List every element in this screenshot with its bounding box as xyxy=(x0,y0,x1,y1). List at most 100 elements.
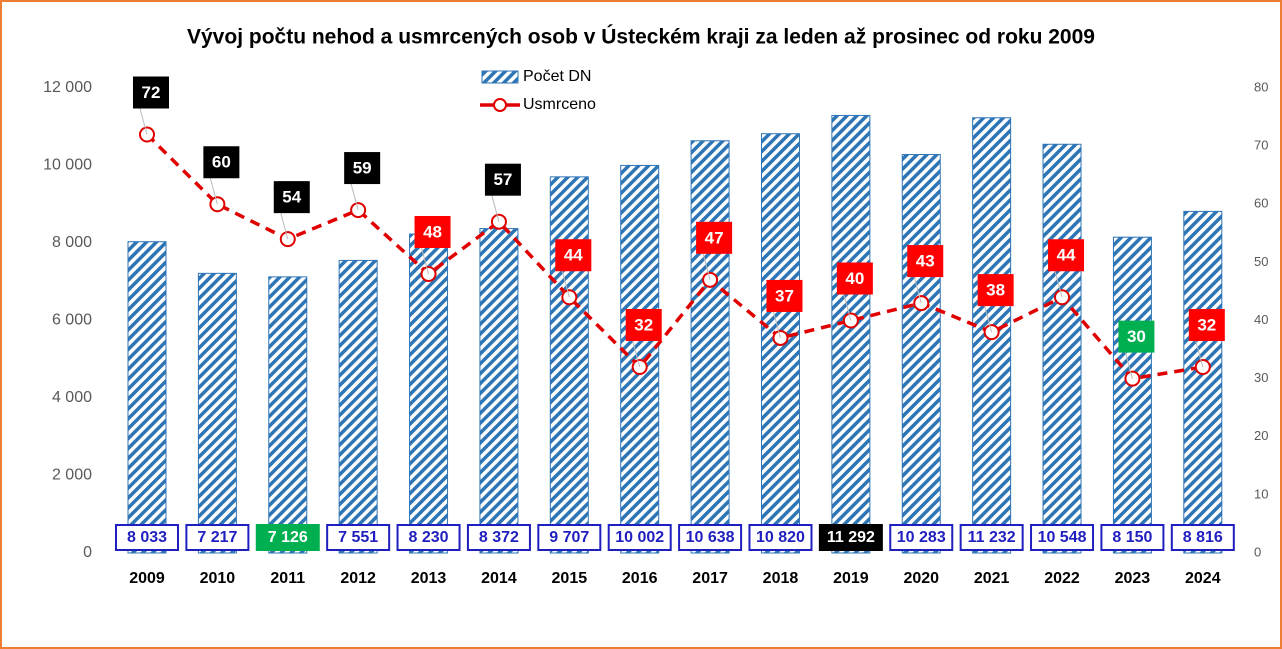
bar-label: 10 548 xyxy=(1038,529,1087,546)
bar-label-box xyxy=(114,524,179,551)
line-label: 59 xyxy=(353,159,372,178)
line-label-box xyxy=(907,245,944,278)
line-label-box xyxy=(555,239,592,272)
bar-label: 8 230 xyxy=(409,529,449,546)
bar xyxy=(1112,236,1152,554)
bar-label-box xyxy=(889,524,954,551)
line-label-box xyxy=(484,163,521,196)
bar-label: 8 150 xyxy=(1112,529,1152,546)
line-label: 47 xyxy=(705,228,724,247)
bar-label: 10 283 xyxy=(897,529,946,546)
bar xyxy=(479,228,519,554)
line-label: 44 xyxy=(564,246,583,265)
y2-tick-label: 70 xyxy=(1254,138,1268,153)
bar xyxy=(1183,210,1223,554)
line-label-box xyxy=(132,76,169,109)
x-tick-label: 2012 xyxy=(340,570,376,587)
bar-label: 10 638 xyxy=(686,529,735,546)
y-tick-label: 10 000 xyxy=(43,157,92,174)
bar-label-box xyxy=(959,524,1024,551)
line-label: 44 xyxy=(1057,246,1076,265)
bar-label-box xyxy=(607,524,672,551)
line-label-box xyxy=(977,274,1014,307)
legend-marker xyxy=(493,98,507,112)
bar-label-box xyxy=(466,524,531,551)
x-tick-label: 2011 xyxy=(270,570,305,587)
legend-swatch xyxy=(481,70,519,84)
line-label: 32 xyxy=(634,315,653,334)
y-tick-label: 2 000 xyxy=(52,467,92,484)
y2-tick-label: 20 xyxy=(1254,428,1268,443)
line-label-box xyxy=(625,309,662,341)
bar-label-box xyxy=(537,524,602,551)
bar-label: 8 033 xyxy=(127,529,167,546)
y2-tick-label: 60 xyxy=(1254,196,1268,211)
y-tick-label: 6 000 xyxy=(52,312,92,329)
bar xyxy=(549,176,589,554)
line-label: 32 xyxy=(1197,315,1216,334)
bar-label-box xyxy=(748,524,813,551)
y2-tick-label: 50 xyxy=(1254,254,1268,269)
line-label: 40 xyxy=(845,269,864,288)
x-tick-label: 2015 xyxy=(552,570,588,587)
line-label: 57 xyxy=(493,170,512,189)
bar xyxy=(409,233,449,554)
y-tick-label: 0 xyxy=(83,544,92,561)
line-label-box xyxy=(836,262,873,295)
bar-label: 7 551 xyxy=(338,529,378,546)
line-label-box xyxy=(766,279,803,312)
x-tick-label: 2014 xyxy=(481,570,517,587)
chart-title: Vývoj počtu nehod a usmrcených osob v Ús… xyxy=(187,25,1095,49)
bar-label-box xyxy=(1100,524,1165,551)
line-label: 72 xyxy=(142,83,161,102)
line-label: 43 xyxy=(916,252,935,271)
line-label-box xyxy=(1048,239,1085,272)
y2-tick-label: 0 xyxy=(1254,544,1261,559)
x-tick-label: 2023 xyxy=(1115,570,1151,587)
x-tick-label: 2020 xyxy=(903,570,939,587)
bar-label-box xyxy=(818,524,883,551)
bar-label: 11 292 xyxy=(827,529,875,546)
bar xyxy=(127,241,167,554)
bar-label-box xyxy=(255,524,320,551)
x-tick-label: 2019 xyxy=(833,570,869,587)
bar-label: 8 816 xyxy=(1183,529,1223,546)
bar-label-box xyxy=(1170,524,1235,551)
bar xyxy=(831,114,871,554)
line-label-box xyxy=(1118,320,1155,353)
bar-label: 7 217 xyxy=(197,529,237,546)
bar xyxy=(338,259,378,554)
bar-label-box xyxy=(326,524,391,551)
y2-tick-label: 80 xyxy=(1254,79,1268,94)
y-tick-label: 4 000 xyxy=(52,389,92,406)
legend-label: Počet DN xyxy=(523,68,591,85)
line-label-box xyxy=(414,216,451,248)
bar-label-box xyxy=(185,524,250,551)
bar-label: 9 707 xyxy=(549,529,589,546)
line-label: 54 xyxy=(282,188,301,207)
y2-tick-label: 10 xyxy=(1254,486,1268,501)
bar-label-box xyxy=(1030,524,1095,551)
bar xyxy=(197,272,237,554)
bar-label-box xyxy=(678,524,743,551)
line-label: 37 xyxy=(775,286,794,305)
x-tick-label: 2021 xyxy=(974,570,1010,587)
line-label-box xyxy=(203,146,240,179)
bar-label: 10 002 xyxy=(615,529,664,546)
y2-tick-label: 30 xyxy=(1254,370,1268,385)
y2-tick-label: 40 xyxy=(1254,312,1268,327)
line-label-box xyxy=(344,152,381,185)
x-tick-label: 2013 xyxy=(411,570,447,587)
bar-label: 11 232 xyxy=(968,529,1016,546)
x-tick-label: 2024 xyxy=(1185,570,1221,587)
line-label: 38 xyxy=(986,281,1005,300)
x-tick-label: 2022 xyxy=(1044,570,1080,587)
line-label: 48 xyxy=(423,222,442,241)
bar-label-box xyxy=(396,524,461,551)
x-tick-label: 2009 xyxy=(129,570,165,587)
bar-label: 10 820 xyxy=(756,529,805,546)
y-tick-label: 12 000 xyxy=(43,79,92,96)
line-label-box xyxy=(1188,309,1225,341)
bar-label: 8 372 xyxy=(479,529,519,546)
